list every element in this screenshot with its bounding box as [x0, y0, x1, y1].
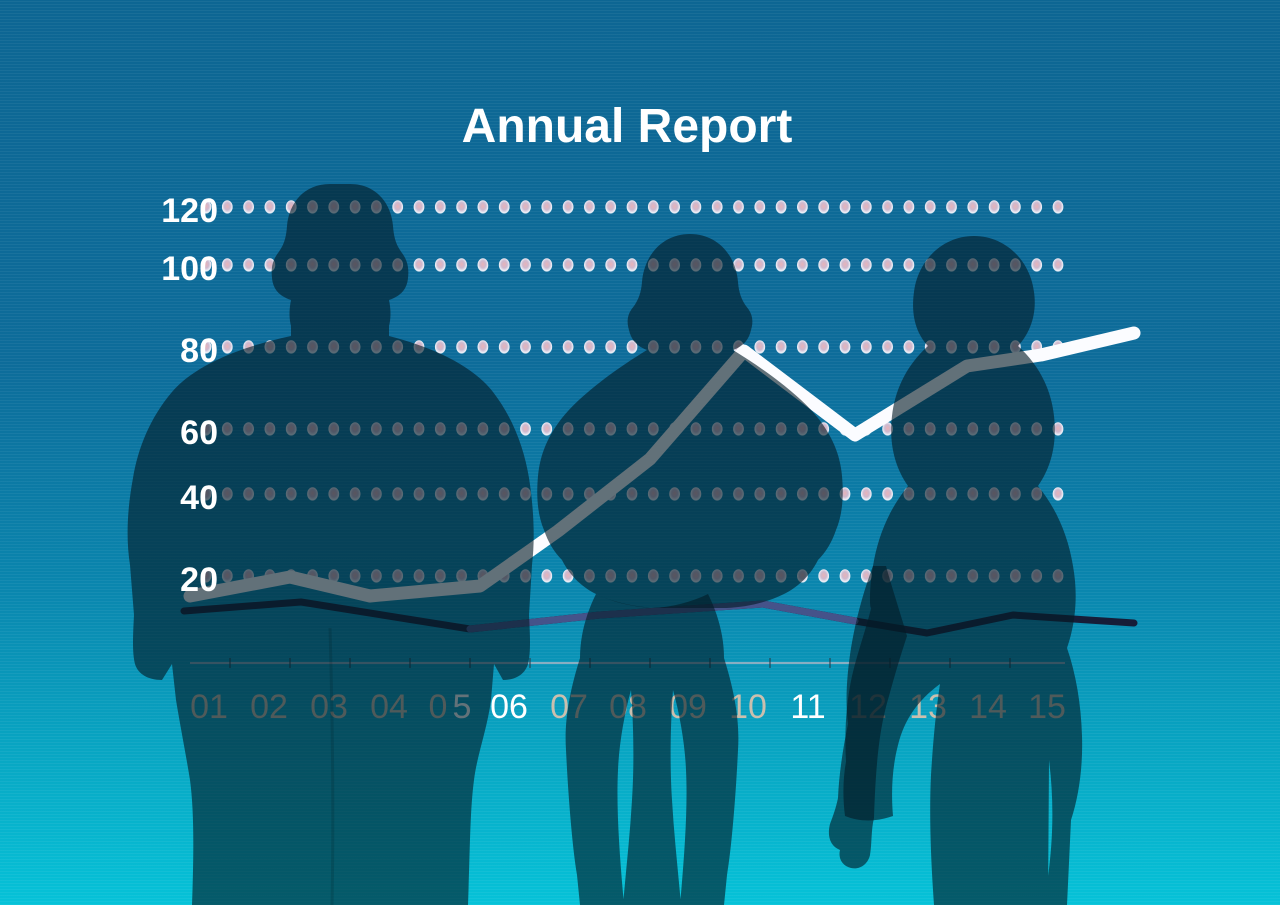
svg-text:100: 100 [161, 250, 218, 288]
svg-text:80: 80 [180, 332, 218, 370]
svg-text:11: 11 [790, 688, 825, 726]
svg-text:20: 20 [180, 561, 218, 599]
svg-text:40: 40 [180, 479, 218, 517]
svg-text:60: 60 [180, 414, 218, 452]
svg-text:06: 06 [490, 688, 528, 726]
svg-text:Annual Report: Annual Report [462, 100, 793, 153]
svg-text:120: 120 [161, 192, 218, 230]
